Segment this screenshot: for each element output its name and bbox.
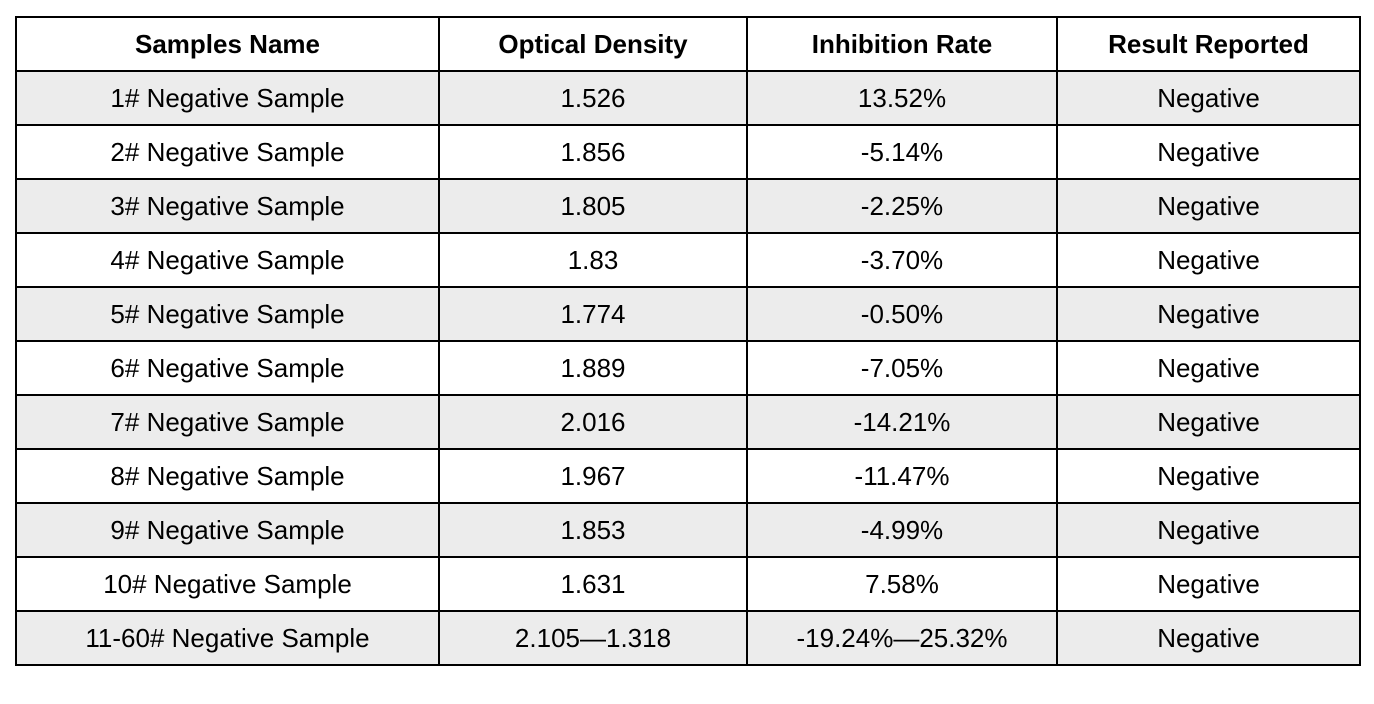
cell-sample-name: 8# Negative Sample — [15, 448, 440, 504]
cell-inhibition-rate: 13.52% — [746, 70, 1058, 126]
cell-inhibition-rate: -7.05% — [746, 340, 1058, 396]
table-row: 6# Negative Sample 1.889 -7.05% Negative — [15, 340, 1361, 396]
table-row: 1# Negative Sample 1.526 13.52% Negative — [15, 70, 1361, 126]
cell-sample-name: 11-60# Negative Sample — [15, 610, 440, 666]
cell-inhibition-rate: -3.70% — [746, 232, 1058, 288]
cell-result-reported: Negative — [1056, 448, 1361, 504]
table-header: Samples Name Optical Density Inhibition … — [15, 16, 1361, 72]
cell-optical-density: 1.853 — [438, 502, 748, 558]
cell-result-reported: Negative — [1056, 70, 1361, 126]
table-row: 2# Negative Sample 1.856 -5.14% Negative — [15, 124, 1361, 180]
table-row: 11-60# Negative Sample 2.105—1.318 -19.2… — [15, 610, 1361, 666]
cell-sample-name: 9# Negative Sample — [15, 502, 440, 558]
header-optical-density: Optical Density — [438, 16, 748, 72]
cell-optical-density: 1.526 — [438, 70, 748, 126]
cell-inhibition-rate: -11.47% — [746, 448, 1058, 504]
cell-result-reported: Negative — [1056, 286, 1361, 342]
header-result-reported: Result Reported — [1056, 16, 1361, 72]
cell-sample-name: 1# Negative Sample — [15, 70, 440, 126]
cell-optical-density: 1.774 — [438, 286, 748, 342]
table-row: 4# Negative Sample 1.83 -3.70% Negative — [15, 232, 1361, 288]
table-row: 7# Negative Sample 2.016 -14.21% Negativ… — [15, 394, 1361, 450]
cell-result-reported: Negative — [1056, 556, 1361, 612]
cell-optical-density: 1.967 — [438, 448, 748, 504]
results-table: Samples Name Optical Density Inhibition … — [15, 16, 1361, 666]
cell-result-reported: Negative — [1056, 124, 1361, 180]
cell-inhibition-rate: 7.58% — [746, 556, 1058, 612]
cell-optical-density: 1.889 — [438, 340, 748, 396]
cell-optical-density: 1.805 — [438, 178, 748, 234]
cell-result-reported: Negative — [1056, 394, 1361, 450]
cell-optical-density: 1.631 — [438, 556, 748, 612]
table-row: 3# Negative Sample 1.805 -2.25% Negative — [15, 178, 1361, 234]
cell-result-reported: Negative — [1056, 232, 1361, 288]
cell-sample-name: 10# Negative Sample — [15, 556, 440, 612]
table-body: 1# Negative Sample 1.526 13.52% Negative… — [15, 70, 1361, 666]
header-samples-name: Samples Name — [15, 16, 440, 72]
cell-inhibition-rate: -0.50% — [746, 286, 1058, 342]
table-row: 8# Negative Sample 1.967 -11.47% Negativ… — [15, 448, 1361, 504]
header-row: Samples Name Optical Density Inhibition … — [15, 16, 1361, 72]
cell-sample-name: 5# Negative Sample — [15, 286, 440, 342]
cell-inhibition-rate: -14.21% — [746, 394, 1058, 450]
cell-inhibition-rate: -2.25% — [746, 178, 1058, 234]
cell-result-reported: Negative — [1056, 502, 1361, 558]
cell-result-reported: Negative — [1056, 178, 1361, 234]
cell-sample-name: 7# Negative Sample — [15, 394, 440, 450]
cell-sample-name: 4# Negative Sample — [15, 232, 440, 288]
cell-optical-density: 2.016 — [438, 394, 748, 450]
header-inhibition-rate: Inhibition Rate — [746, 16, 1058, 72]
cell-inhibition-rate: -5.14% — [746, 124, 1058, 180]
cell-optical-density: 1.83 — [438, 232, 748, 288]
cell-optical-density: 1.856 — [438, 124, 748, 180]
table-row: 9# Negative Sample 1.853 -4.99% Negative — [15, 502, 1361, 558]
cell-inhibition-rate: -4.99% — [746, 502, 1058, 558]
cell-sample-name: 3# Negative Sample — [15, 178, 440, 234]
cell-result-reported: Negative — [1056, 340, 1361, 396]
cell-inhibition-rate: -19.24%—25.32% — [746, 610, 1058, 666]
cell-optical-density: 2.105—1.318 — [438, 610, 748, 666]
table-row: 10# Negative Sample 1.631 7.58% Negative — [15, 556, 1361, 612]
cell-sample-name: 6# Negative Sample — [15, 340, 440, 396]
cell-sample-name: 2# Negative Sample — [15, 124, 440, 180]
table-row: 5# Negative Sample 1.774 -0.50% Negative — [15, 286, 1361, 342]
cell-result-reported: Negative — [1056, 610, 1361, 666]
